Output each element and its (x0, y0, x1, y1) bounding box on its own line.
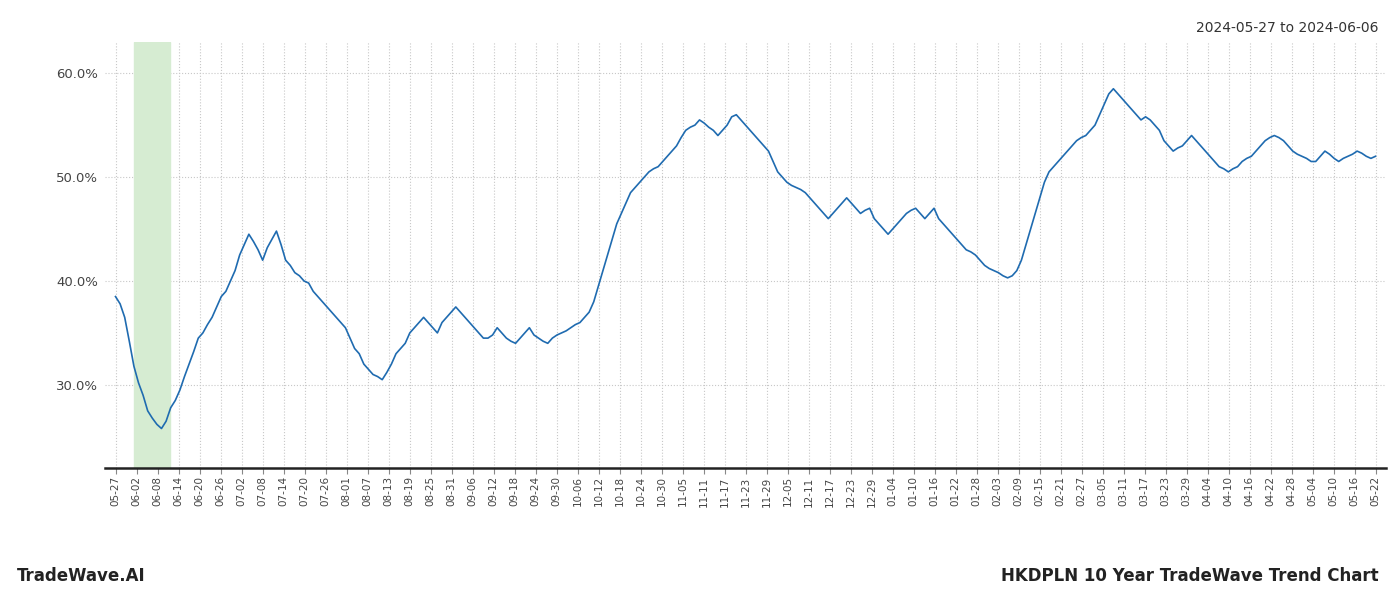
Bar (134, 42, 171, 468)
Text: HKDPLN 10 Year TradeWave Trend Chart: HKDPLN 10 Year TradeWave Trend Chart (1001, 567, 1379, 585)
Text: 2024-05-27 to 2024-06-06: 2024-05-27 to 2024-06-06 (1197, 21, 1379, 35)
Text: TradeWave.AI: TradeWave.AI (17, 567, 146, 585)
